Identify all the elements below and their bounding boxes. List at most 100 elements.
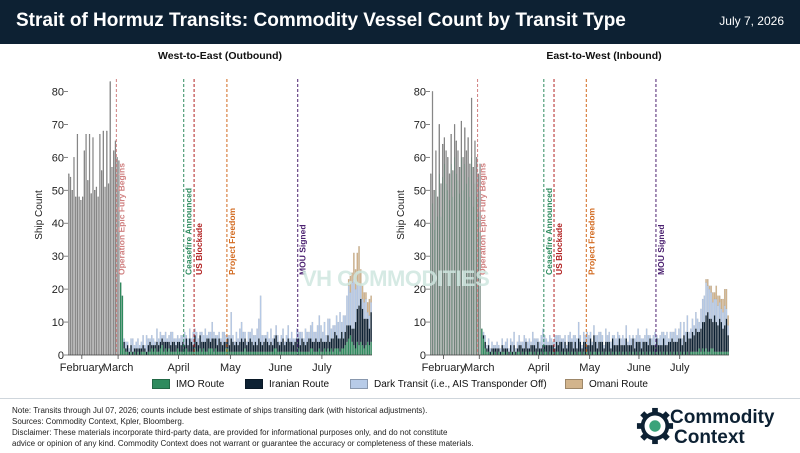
dark-transit-bar (239, 328, 241, 342)
dark-transit-bar (244, 331, 246, 339)
iranian-bar (159, 341, 162, 349)
imo-bar (173, 351, 176, 356)
imo-bar (521, 351, 524, 356)
imo-bar (159, 348, 162, 356)
iranian-bar (263, 341, 265, 352)
x-tick-label: March (103, 362, 134, 374)
x-tick-label: June (627, 362, 651, 374)
imo-bar (271, 351, 274, 356)
dark-transit-bar (283, 341, 286, 346)
iranian-bar (708, 318, 711, 352)
dark-transit-bar (606, 335, 609, 342)
iranian-bar (309, 338, 312, 349)
dark-transit-bar (321, 331, 324, 342)
historical-bar (90, 193, 92, 356)
dark-transit-bar (548, 335, 551, 346)
iranian-bar (254, 341, 257, 352)
historical-bar (80, 199, 82, 356)
iranian-bar (484, 341, 487, 349)
iranian-bar (239, 341, 241, 352)
imo-bar (361, 344, 364, 356)
dark-transit-bar (354, 288, 357, 323)
imo-bar (365, 344, 367, 356)
iranian-bar (540, 348, 543, 352)
iranian-bar (577, 338, 580, 352)
dark-transit-bar (361, 298, 364, 310)
imo-bar (506, 351, 509, 356)
imo-bar (211, 348, 214, 356)
iranian-bar (294, 341, 296, 352)
iranian-bar (537, 341, 539, 352)
dark-transit-bar (652, 335, 655, 346)
dark-transit-bar (576, 338, 578, 349)
dark-transit-bar (190, 338, 193, 342)
dark-transit-bar (635, 335, 638, 342)
imo-bar (484, 348, 487, 356)
imo-bar (304, 351, 307, 356)
dark-transit-bar (252, 335, 255, 346)
imo-bar (164, 348, 167, 356)
dark-transit-bar (545, 338, 548, 346)
imo-bar (346, 341, 348, 356)
iranian-bar (135, 348, 138, 356)
dark-transit-bar (608, 331, 611, 342)
iranian-bar (591, 344, 594, 356)
imo-bar (601, 351, 604, 356)
iranian-bar (123, 341, 125, 349)
iranian-bar (550, 344, 553, 356)
imo-bar (180, 351, 182, 356)
omani-bar (368, 298, 371, 316)
dark-transit-bar (187, 338, 189, 346)
dark-transit-bar (294, 338, 296, 342)
dark-transit-bar (628, 335, 631, 346)
imo-bar (323, 348, 326, 356)
dark-transit-bar (223, 331, 226, 342)
iranian-bar (302, 341, 305, 352)
dark-transit-bar (691, 318, 694, 333)
dark-transit-bar (346, 295, 348, 326)
dark-transit-bar (304, 328, 307, 346)
dark-transit-bar (605, 328, 607, 342)
y-tick-label: 0 (58, 350, 64, 362)
iranian-bar (152, 344, 155, 352)
imo-bar (315, 351, 317, 356)
iranian-bar (220, 341, 222, 352)
imo-bar (715, 351, 718, 356)
imo-bar (618, 351, 621, 356)
dark-transit-bar (722, 312, 724, 329)
dark-transit-bar (328, 318, 331, 342)
dark-transit-bar (130, 338, 132, 346)
imo-bar (545, 351, 548, 356)
imo-bar (223, 351, 226, 356)
iranian-bar (611, 338, 614, 352)
iranian-bar (723, 325, 726, 352)
iranian-bar (149, 341, 151, 352)
dark-transit-bar (577, 321, 580, 339)
dark-transit-bar (693, 325, 695, 336)
omani-bar (349, 275, 352, 293)
iranian-bar (647, 344, 650, 356)
dark-transit-bar (334, 325, 336, 333)
imo-bar (717, 351, 719, 356)
omani-bar (370, 295, 372, 303)
imo-bar (123, 348, 125, 356)
imo-bar (695, 351, 697, 356)
imo-bar (713, 351, 716, 356)
dark-transit-bar (199, 331, 201, 336)
dark-transit-bar (282, 328, 284, 339)
historical-bar (107, 183, 110, 356)
sources-line: Sources: Commodity Context, Kpler, Bloom… (12, 417, 185, 426)
dark-transit-bar (601, 335, 604, 342)
iranian-bar (370, 312, 372, 342)
omani-bar (723, 288, 726, 306)
iranian-bar (681, 344, 684, 356)
dark-transit-bar (299, 331, 302, 346)
imo-bar (582, 351, 585, 356)
imo-bar (328, 351, 331, 356)
imo-bar (247, 351, 250, 356)
panel-title-inbound: East-to-West (Inbound) (546, 50, 662, 62)
iranian-bar (511, 351, 514, 356)
commodity-context-logo: Commodity Context (636, 403, 786, 449)
imo-bar (266, 351, 269, 356)
event-label: Operation Epic Fury Begins (478, 163, 488, 275)
